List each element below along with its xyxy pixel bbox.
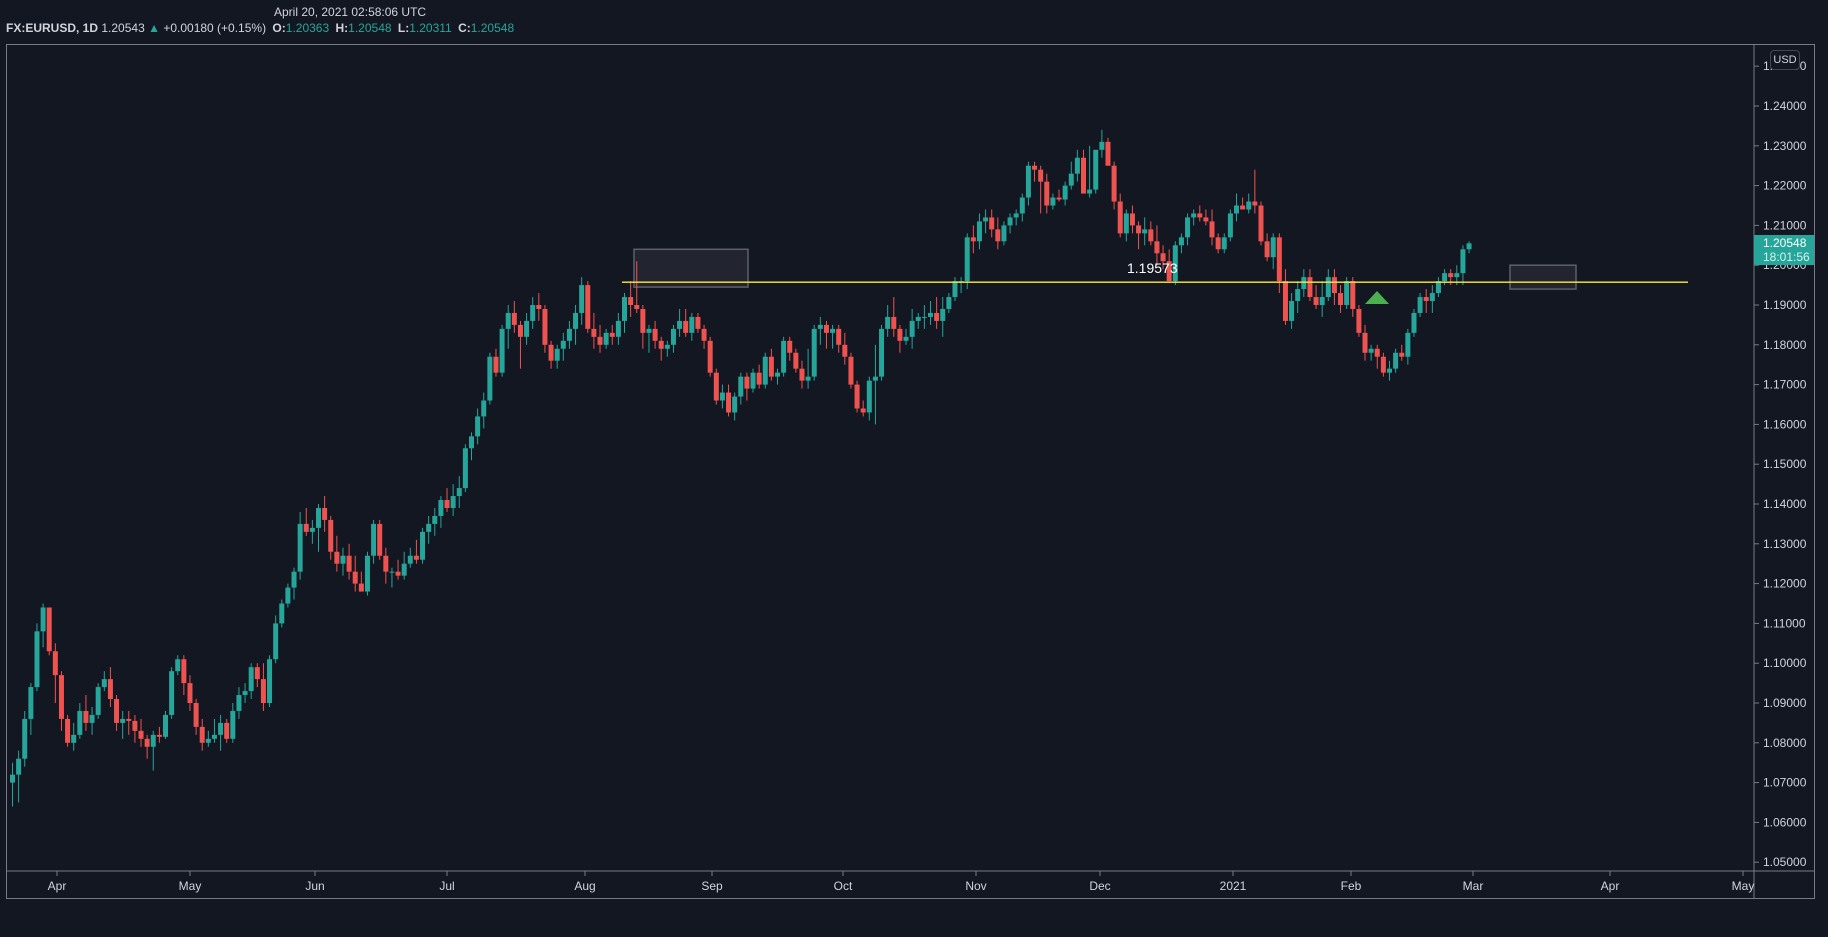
high-value: 1.20548 (348, 21, 392, 35)
price-tick-label: 1.05000 (1763, 855, 1807, 869)
time-tick-label: Jul (439, 879, 454, 893)
current-price-tag: 1.20548 18:01:56 (1754, 235, 1814, 265)
price-tick-label: 1.17000 (1763, 378, 1807, 392)
resistance-zone-aug[interactable] (633, 248, 749, 288)
time-tick-label: Aug (574, 879, 595, 893)
time-tick-label: Oct (834, 879, 853, 893)
time-tick-label: Apr (48, 879, 67, 893)
symbol-legend: FX:EURUSD, 1D 1.20543 ▲ +0.00180 (+0.15%… (6, 21, 514, 35)
price-tick-label: 1.10000 (1763, 656, 1807, 670)
price-axis[interactable]: 1.250001.240001.230001.220001.210001.200… (1754, 59, 1807, 869)
price-tick-label: 1.21000 (1763, 218, 1807, 232)
price-tick-label: 1.22000 (1763, 179, 1807, 193)
time-tick-label: Mar (1463, 879, 1484, 893)
bar-countdown: 18:01:56 (1763, 250, 1810, 264)
high-label: H: (335, 21, 349, 35)
time-tick-label: 2021 (1220, 879, 1247, 893)
price-tick-label: 1.16000 (1763, 417, 1807, 431)
current-price: 1.20548 (1763, 236, 1807, 250)
open-label: O: (272, 21, 286, 35)
time-tick-label: Feb (1341, 879, 1362, 893)
time-tick-label: Jun (305, 879, 324, 893)
open-value: 1.20363 (285, 21, 330, 35)
timestamp: April 20, 2021 02:58:06 UTC (274, 5, 427, 19)
time-tick-label: Sep (701, 879, 723, 893)
price-tick-label: 1.06000 (1763, 815, 1807, 829)
retest-zone-mar[interactable] (1509, 264, 1577, 290)
low-label: L: (397, 21, 410, 35)
price-tick-label: 1.14000 (1763, 497, 1807, 511)
price-tick-label: 1.11000 (1763, 616, 1806, 630)
chart-frame (6, 44, 1815, 899)
last-price: 1.20543 (101, 21, 145, 35)
buy-arrow-icon[interactable] (1365, 291, 1389, 304)
up-arrow-icon: ▲ (148, 21, 160, 35)
price-change: +0.00180 (+0.15%) (163, 21, 267, 35)
low-value: 1.20311 (409, 21, 452, 35)
price-tick-label: 1.08000 (1763, 736, 1807, 750)
time-tick-label: May (1732, 879, 1755, 893)
price-tick-label: 1.12000 (1763, 577, 1807, 591)
price-tick-label: 1.13000 (1763, 537, 1807, 551)
time-tick-label: Nov (965, 879, 986, 893)
level-price-label: 1.19573 (1127, 260, 1178, 277)
currency-badge[interactable]: USD (1770, 50, 1800, 70)
time-tick-label: May (179, 879, 202, 893)
price-tick-label: 1.23000 (1763, 139, 1807, 153)
close-value: 1.20548 (470, 21, 515, 35)
price-tick-label: 1.18000 (1763, 338, 1807, 352)
time-tick-label: Dec (1089, 879, 1110, 893)
time-tick-label: Apr (1601, 879, 1620, 893)
price-tick-label: 1.09000 (1763, 696, 1807, 710)
price-tick-label: 1.24000 (1763, 99, 1807, 113)
price-tick-label: 1.07000 (1763, 776, 1807, 790)
time-axis[interactable]: Apr May Jun Jul Aug Sep Oct Nov Dec 2021 Feb Mar Apr… (48, 871, 1755, 893)
symbol-name[interactable]: FX:EURUSD, 1D (6, 21, 99, 35)
candles (10, 129, 1472, 807)
price-tick-label: 1.19000 (1763, 298, 1807, 312)
close-label: C: (458, 21, 471, 35)
annotation-boxes[interactable] (633, 248, 1577, 290)
price-tick-label: 1.15000 (1763, 457, 1807, 471)
